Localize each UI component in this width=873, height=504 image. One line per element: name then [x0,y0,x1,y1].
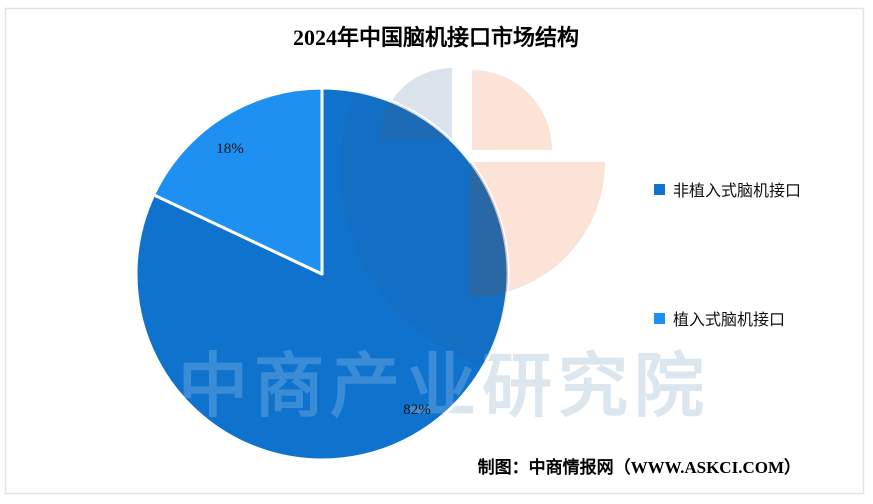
logo-quarter-salmon-small [472,70,552,150]
pie-slice-18pct [152,86,324,276]
chart-frame-border [4,7,865,495]
legend: 非植入式脑机接口 植入式脑机接口 [654,182,801,329]
attribution-text: 制图：中商情报网（WWW.ASKCI.COM） [478,457,801,477]
logo-faint-circle-overlay [340,88,508,375]
legend-marker-non-invasive [654,184,665,195]
legend-item-non-invasive: 非植入式脑机接口 [654,182,801,200]
legend-label-non-invasive: 非植入式脑机接口 [673,182,801,200]
pie-label-18: 18% [216,141,244,157]
chart-title: 2024年中国脑机接口市场结构 [293,25,579,50]
pie-slices [134,86,510,462]
pie-label-82: 82% [403,402,431,418]
legend-item-invasive: 植入式脑机接口 [654,311,785,329]
legend-marker-invasive [654,313,665,324]
legend-label-invasive: 植入式脑机接口 [673,311,785,329]
